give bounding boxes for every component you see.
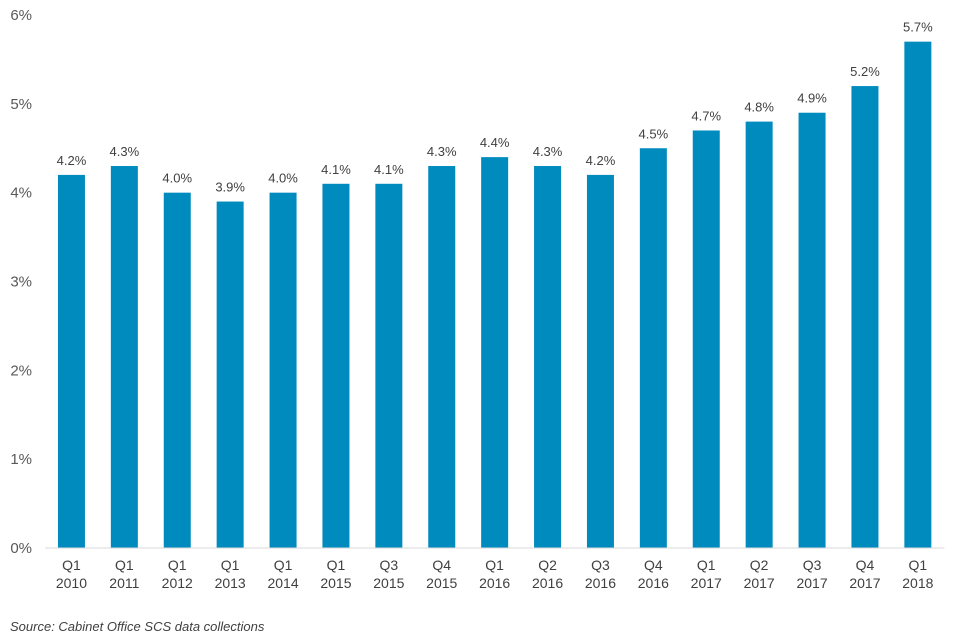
x-tick-label-line: 2013	[215, 575, 246, 591]
x-tick-label-line: Q4	[856, 557, 875, 573]
x-tick-label-line: Q1	[909, 557, 928, 573]
bar	[692, 130, 720, 548]
x-tick-label: Q4 2015	[426, 557, 457, 591]
x-tick-label-line: 2016	[479, 575, 510, 591]
bar	[586, 174, 614, 548]
y-tick-label: 6%	[10, 7, 32, 24]
x-tick-label-line: Q1	[221, 557, 240, 573]
x-tick-label-line: Q4	[644, 557, 663, 573]
x-tick-label-line: 2015	[426, 575, 457, 591]
x-tick-label-line: Q1	[274, 557, 293, 573]
bar	[428, 166, 456, 548]
bar	[57, 174, 85, 548]
x-tick-label: Q1 2010	[56, 557, 87, 591]
data-label: 4.2%	[57, 153, 87, 168]
x-tick-label: Q3 2017	[796, 557, 827, 591]
x-tick-label: Q1 2014	[267, 557, 298, 591]
y-tick-label: 0%	[10, 540, 32, 557]
x-tick-label: Q1 2012	[162, 557, 193, 591]
x-tick-label-line: Q2	[538, 557, 557, 573]
x-tick-label-line: 2017	[744, 575, 775, 591]
data-label: 4.5%	[639, 126, 669, 141]
x-tick-label-line: 2015	[373, 575, 404, 591]
x-tick-label: Q1 2016	[479, 557, 510, 591]
x-tick-label: Q1 2015	[320, 557, 351, 591]
x-tick-label-line: 2016	[638, 575, 669, 591]
data-label: 4.4%	[480, 135, 510, 150]
x-tick-label-line: 2017	[691, 575, 722, 591]
x-axis-ticks: Q1 2010 Q1 2011 Q1 2012 Q1 2013 Q1 2014 Q1 2015 Q3 20…	[56, 557, 934, 591]
x-tick-label: Q4 2016	[638, 557, 669, 591]
x-tick-label-line: 2018	[902, 575, 933, 591]
y-tick-label: 5%	[10, 96, 32, 113]
data-label: 4.2%	[586, 153, 616, 168]
bar	[481, 157, 509, 548]
bar	[534, 166, 562, 548]
data-label: 5.7%	[903, 20, 933, 35]
bar	[745, 121, 773, 548]
bar	[110, 166, 138, 548]
x-tick-label-line: 2011	[109, 575, 139, 591]
x-tick-label-line: Q3	[380, 557, 399, 573]
x-tick-label-line: 2017	[796, 575, 827, 591]
bar	[375, 183, 403, 549]
y-tick-label: 2%	[10, 362, 32, 379]
x-tick-label: Q2 2016	[532, 557, 563, 591]
x-tick-label-line: Q1	[168, 557, 187, 573]
bar	[798, 112, 826, 548]
data-label: 4.8%	[744, 100, 774, 115]
bars	[57, 41, 932, 549]
source-note: Source: Cabinet Office SCS data collecti…	[10, 619, 265, 634]
y-tick-label: 3%	[10, 274, 32, 291]
x-tick-label-line: Q3	[591, 557, 610, 573]
x-tick-label-line: 2014	[267, 575, 298, 591]
data-label: 4.3%	[110, 144, 140, 159]
x-tick-label-line: 2010	[56, 575, 87, 591]
x-tick-label-line: Q1	[697, 557, 716, 573]
bar	[269, 192, 297, 548]
bar	[639, 148, 667, 548]
x-tick-label-line: 2012	[162, 575, 193, 591]
y-tick-label: 1%	[10, 451, 32, 468]
data-label: 4.1%	[374, 162, 404, 177]
x-tick-label: Q2 2017	[744, 557, 775, 591]
x-tick-label-line: 2017	[849, 575, 880, 591]
x-tick-label: Q1 2018	[902, 557, 933, 591]
data-label: 3.9%	[215, 180, 245, 195]
x-tick-label: Q1 2011	[109, 557, 139, 591]
x-tick-label: Q1 2013	[215, 557, 246, 591]
y-axis-ticks: 0% 1% 2% 3% 4% 5% 6%	[10, 7, 32, 557]
data-label: 4.3%	[533, 144, 563, 159]
data-label: 4.7%	[691, 108, 721, 123]
x-tick-label-line: Q3	[803, 557, 822, 573]
bar	[163, 192, 191, 548]
data-label: 4.0%	[268, 171, 298, 186]
data-label: 4.3%	[427, 144, 457, 159]
data-labels: 4.2% 4.3% 4.0% 3.9% 4.0% 4.1% 4.1% 4.3% 4.4% 4.3%…	[57, 20, 933, 195]
x-tick-label-line: 2015	[320, 575, 351, 591]
bar	[216, 201, 244, 549]
x-tick-label-line: Q2	[750, 557, 769, 573]
bar	[322, 183, 350, 549]
x-tick-label-line: 2016	[585, 575, 616, 591]
x-tick-label: Q3 2016	[585, 557, 616, 591]
bar	[851, 86, 879, 549]
x-tick-label-line: 2016	[532, 575, 563, 591]
x-tick-label: Q4 2017	[849, 557, 880, 591]
data-label: 4.9%	[797, 91, 827, 106]
x-tick-label-line: Q1	[485, 557, 504, 573]
x-tick-label-line: Q1	[327, 557, 346, 573]
data-label: 4.1%	[321, 162, 351, 177]
y-tick-label: 4%	[10, 185, 32, 202]
x-tick-label-line: Q1	[115, 557, 134, 573]
data-label: 5.2%	[850, 64, 880, 79]
x-tick-label: Q1 2017	[691, 557, 722, 591]
bar	[904, 41, 932, 549]
x-tick-label-line: Q4	[432, 557, 451, 573]
data-label: 4.0%	[162, 171, 192, 186]
x-tick-label-line: Q1	[62, 557, 81, 573]
x-tick-label: Q3 2015	[373, 557, 404, 591]
